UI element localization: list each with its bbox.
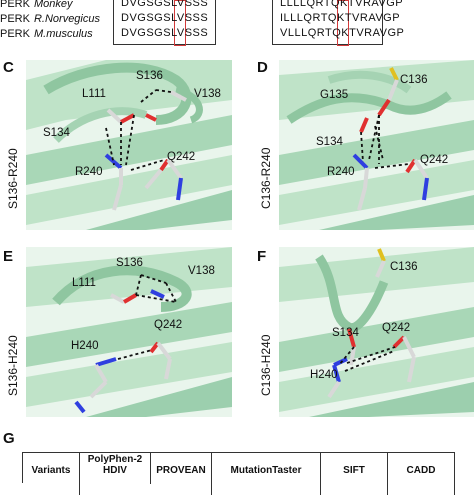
header-label-line2: HDIV (103, 465, 127, 476)
table-header-cell: PolyPhen-2 HDIV (80, 453, 151, 484)
panel-letter-c: C (3, 59, 14, 76)
header-label: PROVEAN (156, 465, 206, 476)
residue-label: S136 (136, 70, 163, 82)
highlight-box-right (337, 0, 349, 46)
residue-label: R240 (327, 166, 355, 178)
table-header-cell: PROVEAN (151, 453, 212, 495)
prediction-table: Variants PolyPhen-2 HDIV PROVEAN Mutation… (22, 452, 455, 495)
residue-label: L111 (82, 88, 106, 100)
table-header-cell: Variants (23, 453, 80, 495)
alignment-box-right (272, 0, 383, 45)
residue-label: G135 (320, 89, 349, 101)
protein-structure-image (279, 247, 474, 417)
table-header-cell: MutationTaster (212, 453, 321, 495)
panel-side-label: C136-R240 (259, 147, 273, 209)
residue-label: S134 (43, 127, 70, 139)
sequence-left: DVGSGSLVSSS (121, 27, 209, 39)
residue-label: C136 (390, 261, 418, 273)
structure-panel-c: S136 V138 L111 S134 Q242 R240 (26, 60, 232, 230)
residue-label: Q242 (154, 319, 183, 331)
species-name: R.Norvegicus (33, 13, 100, 25)
panel-letter-f: F (257, 248, 267, 265)
residue-label: L111 (72, 277, 96, 289)
protein-structure-image (279, 60, 474, 230)
panel-side-label: C136-H240 (259, 334, 273, 396)
sequence-left: DVGSGSLVSSS (121, 0, 209, 9)
residue-label: R240 (75, 166, 103, 178)
protein-structure-image (26, 247, 232, 417)
residue-label: V138 (194, 88, 221, 100)
sequence-right: VLLLQRTQKTVRAVGP (280, 27, 405, 39)
header-label: Variants (31, 465, 71, 476)
residue-label: S136 (116, 257, 143, 269)
sequence-left: DVGSGSLVSSS (121, 12, 209, 24)
residue-label: H240 (71, 340, 99, 352)
panel-side-label: S136-H240 (6, 335, 20, 396)
protein-name: PERK (0, 0, 30, 10)
residue-label: Q242 (167, 151, 196, 163)
sequence-right: ILLLQRTQKTVRAVGP (280, 12, 401, 24)
residue-label: S134 (316, 136, 343, 148)
header-label: MutationTaster (230, 465, 302, 476)
species-name: Monkey (33, 0, 73, 10)
residue-label: Q242 (420, 154, 449, 166)
residue-label: C136 (400, 74, 428, 86)
structure-panel-d: C136 G135 S134 Q242 R240 (279, 60, 474, 230)
panel-side-label: S136-R240 (6, 148, 20, 209)
header-label: PolyPhen-2 (87, 454, 143, 465)
header-label: CADD (406, 465, 436, 476)
highlight-box-left (174, 0, 186, 46)
header-label: SIFT (343, 465, 365, 476)
alignment-box-left (113, 0, 216, 45)
panel-letter-g: G (3, 430, 15, 447)
table-header-cell: CADD (388, 453, 455, 495)
protein-name: PERK (0, 28, 30, 40)
protein-name: PERK (0, 13, 30, 25)
species-name: M.musculus (33, 28, 93, 40)
structure-panel-f: C136 S134 Q242 H240 (279, 247, 474, 417)
panel-letter-d: D (257, 59, 268, 76)
residue-label: V138 (188, 265, 215, 277)
structure-panel-e: S136 V138 L111 Q242 H240 (26, 247, 232, 417)
protein-structure-image (26, 60, 232, 230)
residue-label: S134 (332, 327, 359, 339)
residue-label: Q242 (382, 322, 411, 334)
sequence-right: LLLLQRTQKTVRAVGP (280, 0, 404, 9)
residue-label: H240 (310, 369, 338, 381)
panel-letter-e: E (3, 248, 14, 265)
table-header-cell: SIFT (321, 453, 388, 495)
